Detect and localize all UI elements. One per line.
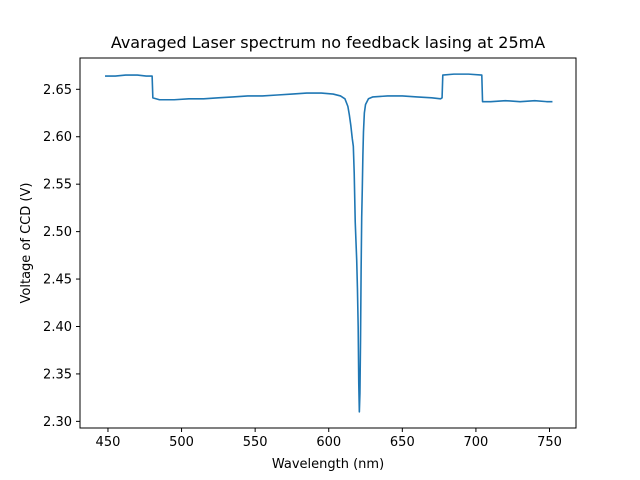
y-tick-label: 2.45 [43, 273, 72, 288]
x-tick-label: 550 [243, 435, 268, 450]
y-tick-label: 2.55 [43, 178, 72, 193]
y-axis-label: Voltage of CCD (V) [19, 183, 34, 304]
x-axis-label: Wavelength (nm) [272, 457, 384, 472]
y-tick-label: 2.35 [43, 367, 72, 382]
chart-title: Avaraged Laser spectrum no feedback lasi… [111, 33, 545, 52]
y-tick-label: 2.30 [43, 415, 72, 430]
x-tick-label: 650 [390, 435, 415, 450]
x-tick-label: 700 [464, 435, 489, 450]
x-tick-label: 500 [169, 435, 194, 450]
series-line-0 [105, 73, 553, 413]
plot-area [105, 73, 553, 413]
x-tick-label: 450 [96, 435, 121, 450]
y-tick-label: 2.65 [43, 83, 72, 98]
x-tick-label: 750 [537, 435, 562, 450]
x-axis: 450 500 550 600 650 700 750 [96, 428, 562, 450]
y-tick-label: 2.60 [43, 130, 72, 145]
y-tick-label: 2.50 [43, 225, 72, 240]
y-tick-label: 2.40 [43, 320, 72, 335]
x-tick-label: 600 [316, 435, 341, 450]
y-axis: 2.30 2.35 2.40 2.45 2.50 2.55 2.60 2.65 [43, 83, 80, 430]
plot-frame [79, 57, 577, 429]
